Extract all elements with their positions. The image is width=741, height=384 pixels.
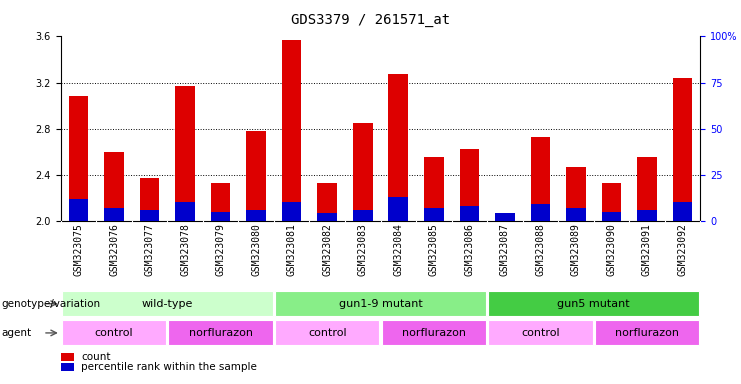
Bar [247, 131, 266, 221]
Text: genotype/variation: genotype/variation [1, 299, 101, 309]
Text: gun1-9 mutant: gun1-9 mutant [339, 299, 422, 309]
Bar [104, 208, 124, 221]
Bar [317, 214, 337, 221]
Text: norflurazon: norflurazon [615, 328, 679, 338]
Bar [353, 123, 373, 221]
Bar [531, 204, 550, 221]
Bar [317, 183, 337, 221]
Text: norflurazon: norflurazon [189, 328, 253, 338]
Bar [176, 86, 195, 221]
Text: agent: agent [1, 328, 32, 338]
Bar [602, 183, 621, 221]
Bar [140, 210, 159, 221]
Bar [424, 208, 444, 221]
Bar [637, 210, 657, 221]
Bar [566, 167, 585, 221]
Text: control: control [308, 328, 347, 338]
Text: control: control [95, 328, 133, 338]
Text: control: control [521, 328, 559, 338]
Text: count: count [81, 352, 110, 362]
Bar [140, 178, 159, 221]
Bar [495, 214, 514, 221]
Bar [673, 78, 692, 221]
Bar [69, 96, 88, 221]
Bar [459, 149, 479, 221]
Bar [353, 210, 373, 221]
Text: percentile rank within the sample: percentile rank within the sample [81, 362, 257, 372]
Bar [275, 321, 379, 345]
Bar [62, 291, 273, 316]
Bar [388, 74, 408, 221]
Text: GDS3379 / 261571_at: GDS3379 / 261571_at [291, 13, 450, 27]
Bar [495, 213, 514, 221]
Bar [424, 157, 444, 221]
Bar [388, 197, 408, 221]
Bar [69, 199, 88, 221]
Bar [531, 137, 550, 221]
Bar [247, 210, 266, 221]
Bar [168, 321, 273, 345]
Bar [602, 212, 621, 221]
Bar [488, 291, 700, 316]
Bar [488, 321, 593, 345]
Bar [637, 157, 657, 221]
Bar [282, 202, 302, 221]
Bar [275, 291, 486, 316]
Bar [673, 202, 692, 221]
Bar [211, 212, 230, 221]
Bar [104, 152, 124, 221]
Bar [62, 321, 166, 345]
Bar [566, 208, 585, 221]
Bar [459, 206, 479, 221]
Text: wild-type: wild-type [142, 299, 193, 309]
Bar [61, 363, 73, 371]
Bar [211, 183, 230, 221]
Bar [282, 40, 302, 221]
Text: gun5 mutant: gun5 mutant [557, 299, 630, 309]
Bar [382, 321, 486, 345]
Bar [176, 202, 195, 221]
Text: norflurazon: norflurazon [402, 328, 466, 338]
Bar [61, 353, 73, 361]
Bar [595, 321, 700, 345]
